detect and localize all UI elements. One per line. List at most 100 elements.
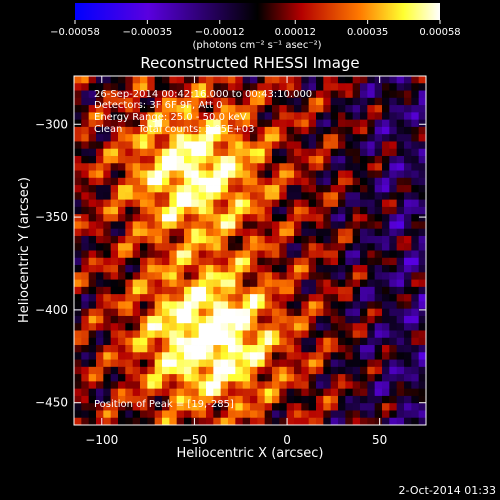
- heatmap-cell: [242, 243, 251, 251]
- heatmap-cell: [169, 235, 178, 244]
- heatmap-cell: [242, 388, 251, 397]
- heatmap-cell: [184, 410, 192, 419]
- heatmap-cell: [118, 366, 126, 375]
- heatmap-cell: [140, 155, 148, 164]
- heatmap-cell: [308, 323, 317, 331]
- heatmap-cell: [81, 126, 90, 135]
- heatmap-cell: [147, 199, 156, 208]
- heatmap-cell: [220, 359, 229, 368]
- heatmap-cell: [162, 134, 170, 142]
- heatmap-cell: [367, 199, 376, 208]
- heatmap-cell: [404, 126, 412, 135]
- heatmap-cell: [220, 155, 229, 164]
- x-tick-label: 0: [283, 433, 291, 447]
- heatmap-cell: [242, 265, 251, 273]
- heatmap-cell: [418, 83, 426, 91]
- heatmap-cell: [250, 279, 258, 288]
- heatmap-cell: [345, 170, 354, 179]
- heatmap-cell: [382, 366, 390, 375]
- heatmap-cell: [404, 359, 412, 368]
- heatmap-cell: [330, 366, 339, 375]
- heatmap-cell: [242, 97, 251, 106]
- heatmap-cell: [74, 374, 82, 382]
- heatmap-cell: [74, 206, 82, 215]
- heatmap-cell: [374, 330, 383, 339]
- heatmap-cell: [272, 134, 280, 142]
- heatmap-cell: [154, 163, 163, 171]
- heatmap-cell: [352, 83, 361, 91]
- heatmap-cell: [140, 76, 148, 84]
- heatmap-cell: [264, 286, 273, 295]
- heatmap-cell: [264, 235, 273, 244]
- heatmap-cell: [294, 410, 302, 419]
- heatmap-cell: [220, 381, 229, 390]
- heatmap-cell: [279, 170, 288, 179]
- heatmap-cell: [206, 374, 214, 382]
- heatmap-cell: [125, 257, 134, 266]
- heatmap-cell: [154, 294, 163, 302]
- heatmap-cell: [286, 315, 295, 324]
- plot-area: [74, 76, 426, 425]
- heatmap-cell: [367, 337, 376, 346]
- heatmap-cell: [110, 395, 119, 404]
- heatmap-cell: [242, 323, 251, 331]
- heatmap-cell: [382, 170, 390, 179]
- heatmap-cell: [286, 155, 295, 164]
- heatmap-cell: [81, 286, 90, 295]
- heatmap-cell: [294, 330, 302, 339]
- heatmap-cell: [294, 272, 302, 280]
- heatmap-cell: [118, 134, 126, 142]
- heatmap-cell: [228, 155, 236, 164]
- heatmap-cell: [404, 272, 412, 280]
- heatmap-cell: [132, 345, 141, 353]
- heatmap-cell: [382, 221, 390, 230]
- heatmap-cell: [184, 308, 192, 317]
- heatmap-cell: [257, 214, 266, 222]
- heatmap-cell: [147, 417, 156, 425]
- heatmap-cell: [308, 83, 317, 91]
- heatmap-cell: [396, 206, 405, 215]
- heatmap-cell: [184, 126, 192, 135]
- heatmap-cell: [286, 105, 295, 113]
- heatmap-cell: [132, 141, 141, 150]
- heatmap-cell: [272, 366, 280, 375]
- heatmap-cell: [228, 170, 236, 179]
- heatmap-cell: [118, 199, 126, 208]
- heatmap-cell: [242, 214, 251, 222]
- heatmap-cell: [176, 119, 185, 128]
- heatmap-cell: [272, 410, 280, 419]
- heatmap-cell: [301, 76, 310, 84]
- heatmap-cell: [382, 286, 390, 295]
- heatmap-cell: [345, 76, 354, 84]
- heatmap-cell: [191, 221, 200, 230]
- heatmap-cell: [74, 388, 82, 397]
- heatmap-cell: [279, 294, 288, 302]
- heatmap-cell: [103, 112, 112, 121]
- heatmap-cell: [235, 119, 244, 128]
- heatmap-cell: [360, 155, 368, 164]
- heatmap-cell: [286, 221, 295, 230]
- heatmap-cell: [206, 250, 214, 259]
- heatmap-cell: [352, 250, 361, 259]
- heatmap-cell: [96, 250, 104, 259]
- heatmap-cell: [338, 141, 346, 150]
- heatmap-cell: [206, 417, 214, 425]
- heatmap-cell: [169, 366, 178, 375]
- heatmap-cell: [103, 337, 112, 346]
- heatmap-cell: [308, 155, 317, 164]
- heatmap-cell: [228, 185, 236, 193]
- heatmap-cell: [74, 235, 82, 244]
- heatmap-cell: [140, 308, 148, 317]
- heatmap-cell: [213, 359, 222, 368]
- heatmap-cell: [88, 403, 97, 411]
- heatmap-cell: [220, 185, 229, 193]
- heatmap-cell: [389, 286, 398, 295]
- heatmap-cell: [162, 163, 170, 171]
- heatmap-cell: [110, 388, 119, 397]
- heatmap-cell: [345, 214, 354, 222]
- heatmap-cell: [140, 323, 148, 331]
- heatmap-cell: [74, 294, 82, 302]
- heatmap-cell: [213, 141, 222, 150]
- heatmap-cell: [235, 192, 244, 200]
- heatmap-cell: [81, 257, 90, 266]
